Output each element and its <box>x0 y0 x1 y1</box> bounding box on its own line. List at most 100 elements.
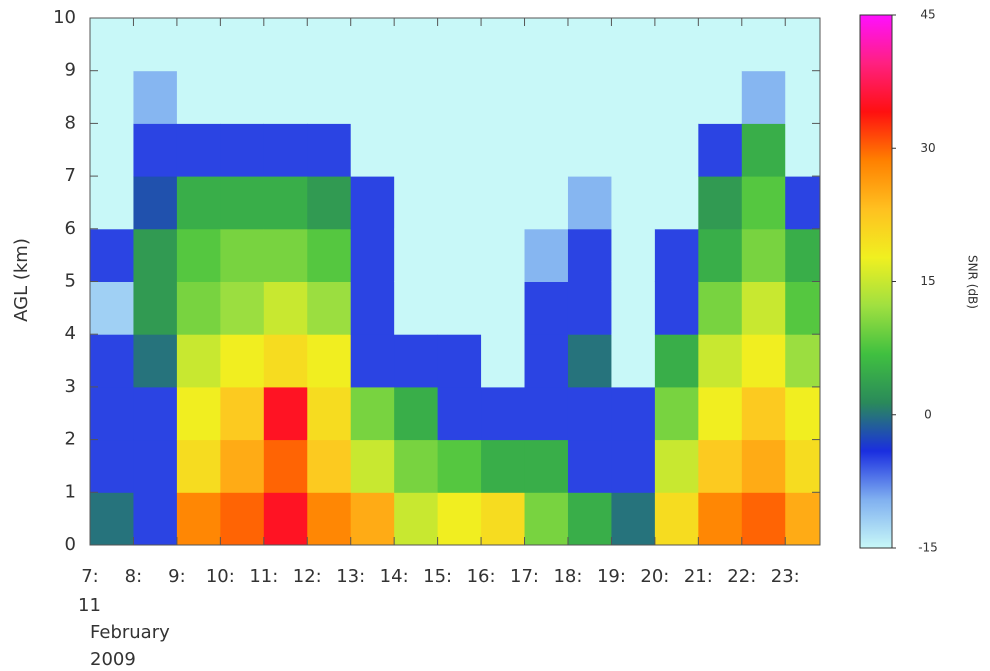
heat-cell <box>525 334 569 387</box>
heat-cell <box>307 440 351 493</box>
heat-cell <box>177 282 221 335</box>
x-tick-label: 18: <box>553 566 582 587</box>
heat-cell <box>742 387 786 440</box>
heat-cell <box>525 18 569 71</box>
heat-cell <box>655 176 699 229</box>
heat-cell <box>90 71 134 124</box>
heat-cell <box>785 387 820 440</box>
heat-cell <box>394 123 438 176</box>
heat-cell <box>351 282 395 335</box>
heat-cell <box>394 387 438 440</box>
heat-cell <box>307 71 351 124</box>
colorbar <box>860 15 892 548</box>
heat-cell <box>438 282 482 335</box>
heat-cell <box>220 176 264 229</box>
colorbar-tick-label: 30 <box>920 141 935 155</box>
heat-cell <box>264 282 308 335</box>
heat-cell <box>742 334 786 387</box>
x-axis-label: 11 <box>78 595 101 616</box>
colorbar-tick-label: 45 <box>920 8 935 22</box>
x-tick-label: 19: <box>597 566 626 587</box>
heat-cell <box>742 282 786 335</box>
heat-cell <box>742 71 786 124</box>
heat-cell <box>177 71 221 124</box>
heat-cell <box>611 282 655 335</box>
heat-cell <box>568 18 612 71</box>
heat-cell <box>351 71 395 124</box>
heat-cell <box>394 18 438 71</box>
colorbar-tick-label: -15 <box>918 541 938 555</box>
colorbar-tick-label: 15 <box>920 274 935 288</box>
heat-cell <box>785 18 820 71</box>
heat-cell <box>481 334 525 387</box>
heat-cell <box>568 229 612 282</box>
heat-cell <box>438 229 482 282</box>
heat-cell <box>525 229 569 282</box>
heat-cell <box>481 176 525 229</box>
heat-cell <box>264 387 308 440</box>
x-tick-label: 14: <box>380 566 409 587</box>
heat-cell <box>698 440 742 493</box>
heat-cell <box>481 440 525 493</box>
heat-cell <box>568 492 612 545</box>
x-tick-label: 16: <box>467 566 496 587</box>
heat-cell <box>655 18 699 71</box>
heat-cell <box>481 492 525 545</box>
heat-cell <box>220 334 264 387</box>
heat-cell <box>220 18 264 71</box>
x-tick-label: 10: <box>206 566 235 587</box>
heat-cell <box>742 440 786 493</box>
x-tick-label: 17: <box>510 566 539 587</box>
heat-cell <box>90 387 134 440</box>
heat-cell <box>568 334 612 387</box>
y-tick-label: 5 <box>65 271 76 292</box>
heat-cell <box>264 492 308 545</box>
heat-cell <box>133 334 177 387</box>
heat-cell <box>351 492 395 545</box>
heat-cell <box>525 71 569 124</box>
heat-cell <box>220 71 264 124</box>
heat-cell <box>220 440 264 493</box>
heat-cell <box>351 18 395 71</box>
heat-cell <box>785 123 820 176</box>
chart: AGL (km) SNR (dB) 0123456789107:8:9:10:1… <box>0 0 990 671</box>
heat-cell <box>568 387 612 440</box>
x-tick-label: 8: <box>125 566 143 587</box>
heat-cell <box>568 123 612 176</box>
heat-cell <box>481 229 525 282</box>
heat-cell <box>220 123 264 176</box>
x-tick-label: 9: <box>168 566 186 587</box>
heat-cell <box>177 229 221 282</box>
heat-cell <box>698 18 742 71</box>
heat-cell <box>525 492 569 545</box>
heat-cell <box>133 282 177 335</box>
heat-cell <box>481 123 525 176</box>
x-tick-label: 23: <box>771 566 800 587</box>
heat-cell <box>133 176 177 229</box>
heat-cell <box>133 71 177 124</box>
heat-cell <box>611 123 655 176</box>
heat-cell <box>525 176 569 229</box>
heat-cell <box>220 492 264 545</box>
heat-cell <box>307 176 351 229</box>
heat-cell <box>438 18 482 71</box>
heat-cell <box>525 440 569 493</box>
heat-cell <box>264 18 308 71</box>
heat-cell <box>698 123 742 176</box>
heat-cell <box>438 71 482 124</box>
heat-cell <box>90 440 134 493</box>
heat-cell <box>785 229 820 282</box>
heat-cell <box>351 440 395 493</box>
heat-cell <box>742 229 786 282</box>
heat-cell <box>264 334 308 387</box>
heat-cell <box>568 71 612 124</box>
heat-cell <box>698 282 742 335</box>
y-tick-label: 9 <box>65 60 76 81</box>
heat-cell <box>177 176 221 229</box>
heat-cell <box>394 492 438 545</box>
heat-cell <box>785 492 820 545</box>
heat-cell <box>655 71 699 124</box>
heat-cell <box>785 334 820 387</box>
heat-cell <box>438 123 482 176</box>
heat-cell <box>177 18 221 71</box>
